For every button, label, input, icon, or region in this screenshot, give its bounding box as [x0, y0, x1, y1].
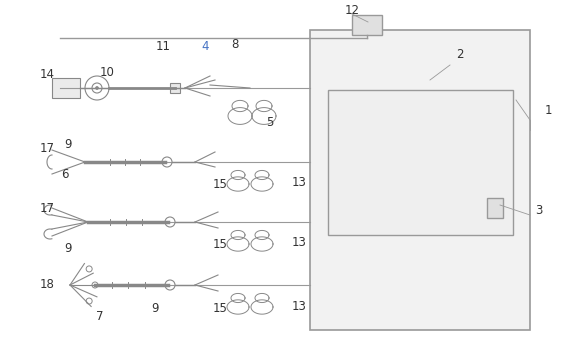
Text: 4: 4 [201, 40, 209, 53]
Bar [52, 78, 80, 98]
Text: 7: 7 [96, 309, 104, 322]
Text: 15: 15 [213, 178, 228, 192]
Text: 17: 17 [39, 142, 54, 154]
Text: 5: 5 [267, 115, 273, 129]
Bar [328, 90, 513, 235]
Text: 14: 14 [39, 69, 54, 81]
Bar [352, 15, 382, 35]
Text: 10: 10 [100, 65, 114, 79]
Text: 15: 15 [213, 239, 228, 251]
Text: 13: 13 [292, 299, 307, 313]
Text: 1: 1 [544, 103, 552, 116]
Text: 9: 9 [64, 138, 72, 152]
Text: 9: 9 [151, 302, 159, 314]
Bar [310, 30, 530, 330]
Text: 11: 11 [156, 40, 170, 53]
Text: 17: 17 [39, 201, 54, 215]
Text: 8: 8 [231, 38, 239, 51]
Text: 18: 18 [39, 279, 54, 291]
Text: 13: 13 [292, 177, 307, 189]
Text: 13: 13 [292, 236, 307, 250]
Bar [170, 83, 180, 93]
Circle shape [96, 86, 98, 90]
Text: 6: 6 [61, 169, 69, 182]
Bar [487, 198, 503, 218]
Text: 15: 15 [213, 302, 228, 314]
Text: 2: 2 [456, 48, 464, 62]
Text: 9: 9 [64, 241, 72, 255]
Text: 12: 12 [344, 4, 359, 17]
Text: 3: 3 [535, 204, 543, 217]
